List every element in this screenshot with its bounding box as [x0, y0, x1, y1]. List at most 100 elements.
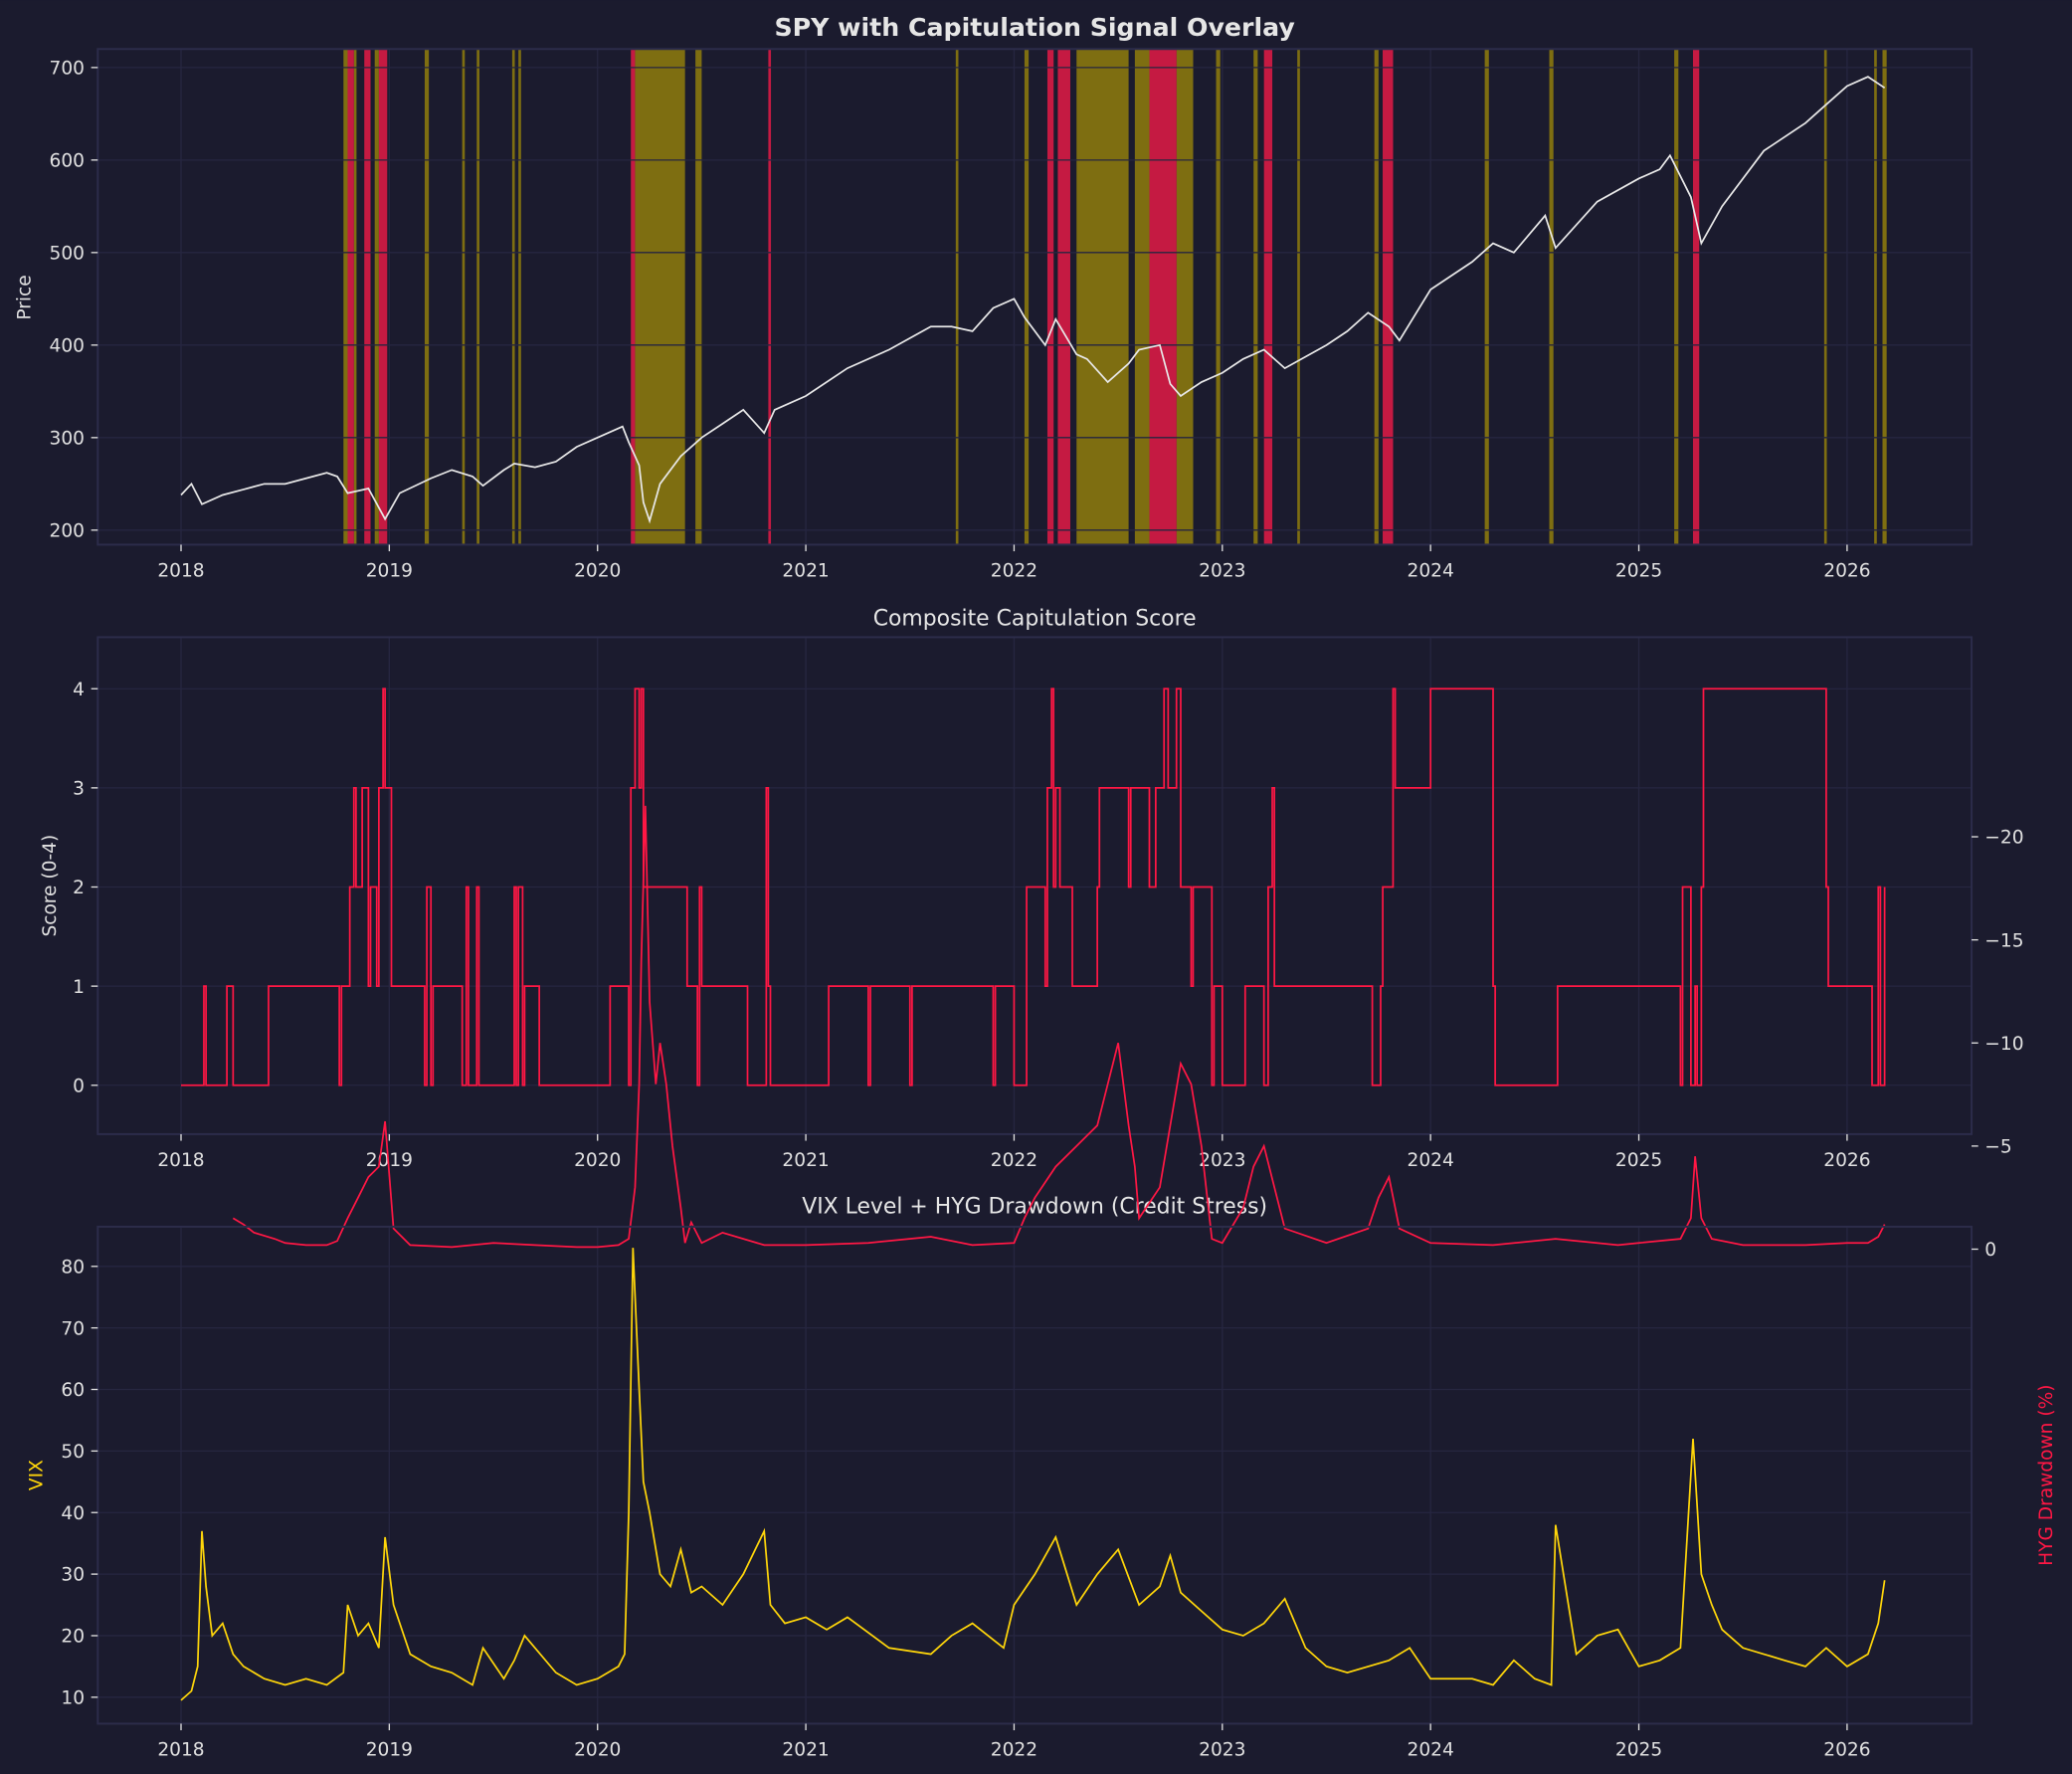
y-tick-label: 1 [73, 977, 85, 998]
y-tick-label: 600 [50, 150, 85, 171]
yellow-signal-band [476, 49, 479, 545]
red-signal-band [378, 49, 388, 545]
x-tick-label: 2023 [1199, 1150, 1245, 1171]
x-tick-label: 2024 [1408, 1739, 1454, 1760]
x-tick-label: 2026 [1823, 560, 1870, 581]
yellow-signal-band [511, 49, 515, 545]
x-tick-label: 2021 [782, 1739, 829, 1760]
yellow-signal-band [343, 49, 348, 545]
x-tick-label: 2020 [574, 1150, 621, 1171]
hyg-y-label: HYG Drawdown (%) [2036, 1384, 2057, 1565]
x-tick-label: 2026 [1823, 1739, 1870, 1760]
yellow-signal-band [1823, 49, 1827, 545]
y-tick-label: 40 [61, 1503, 85, 1524]
y-tick-label: 2 [73, 878, 85, 898]
y-right-tick-label: −10 [1984, 1034, 2023, 1055]
vix-panel: VIX Level + HYG Drawdown (Credit Stress)… [27, 805, 2057, 1760]
yellow-signal-band [695, 49, 702, 545]
red-signal-band [364, 49, 371, 545]
score-axes-frame [96, 636, 1974, 1135]
y-tick-label: 30 [61, 1565, 85, 1586]
price-y-label: Price [15, 275, 36, 319]
x-tick-label: 2025 [1615, 560, 1662, 581]
y-tick-label: 70 [61, 1318, 85, 1339]
y-tick-label: 3 [73, 779, 85, 800]
red-signal-band [1263, 49, 1273, 545]
yellow-signal-band [1874, 49, 1877, 545]
y-tick-label: 500 [50, 243, 85, 264]
x-tick-label: 2018 [157, 560, 204, 581]
y-tick-label: 4 [73, 680, 85, 700]
y-right-tick-label: 0 [1984, 1240, 1996, 1261]
spy-price-line [180, 76, 1886, 524]
red-signal-band [1046, 49, 1054, 545]
yellow-signal-band [1674, 49, 1679, 545]
yellow-signal-band [1216, 49, 1221, 545]
x-tick-label: 2022 [991, 1739, 1037, 1760]
yellow-signal-band [374, 49, 379, 545]
y-right-tick-label: −5 [1984, 1137, 2011, 1158]
yellow-signal-band [1882, 49, 1887, 545]
x-tick-label: 2019 [366, 1150, 413, 1171]
yellow-signal-band [1549, 49, 1554, 545]
score-panel-title: Composite Capitulation Score [873, 606, 1197, 631]
y-tick-label: 400 [50, 335, 85, 356]
red-signal-band [1149, 49, 1177, 545]
y-tick-label: 200 [50, 520, 85, 541]
vix-x-ticks: 2018 2019 2020 2021 2022 2023 2024 2025 2026 [157, 1723, 1871, 1760]
x-tick-label: 2025 [1615, 1739, 1662, 1760]
y-tick-label: 10 [61, 1687, 85, 1708]
score-y-ticks: 0 1 2 3 4 [73, 680, 98, 1096]
x-tick-label: 2023 [1199, 560, 1245, 581]
yellow-signal-band [1374, 49, 1379, 545]
yellow-signal-band [1253, 49, 1258, 545]
score-x-ticks: 2018 2019 2020 2021 2022 2023 2024 2025 2026 [157, 1133, 1871, 1171]
x-tick-label: 2019 [366, 560, 413, 581]
x-tick-label: 2019 [366, 1739, 413, 1760]
yellow-signal-band [518, 49, 521, 545]
yellow-signal-band [1484, 49, 1489, 545]
x-tick-label: 2024 [1408, 560, 1454, 581]
hyg-y-ticks: 0 −5 −10 −15 −20 [1972, 828, 2024, 1261]
x-tick-label: 2021 [782, 560, 829, 581]
price-panel-title: SPY with Capitulation Signal Overlay [774, 13, 1294, 42]
x-tick-label: 2023 [1199, 1739, 1245, 1760]
yellow-signal-band [1024, 49, 1030, 545]
vix-line [180, 1248, 1886, 1701]
red-signal-band [1692, 49, 1700, 545]
yellow-signal-band [462, 49, 466, 545]
yellow-signal-band [1134, 49, 1150, 545]
x-tick-label: 2018 [157, 1150, 204, 1171]
price-y-ticks: 200 300 400 500 600 700 [50, 59, 98, 541]
score-line [180, 688, 1886, 1086]
red-signal-band [768, 49, 772, 545]
y-right-tick-label: −20 [1984, 828, 2023, 849]
vix-grid [97, 1226, 1973, 1724]
x-tick-label: 2026 [1823, 1150, 1870, 1171]
yellow-signal-band [353, 49, 357, 545]
price-axes-frame [96, 48, 1974, 546]
y-tick-label: 20 [61, 1627, 85, 1648]
red-signal-band [347, 49, 354, 545]
y-tick-label: 60 [61, 1380, 85, 1401]
x-tick-label: 2025 [1615, 1150, 1662, 1171]
yellow-signal-band [955, 49, 959, 545]
y-tick-label: 300 [50, 428, 85, 449]
y-tick-label: 50 [61, 1442, 85, 1463]
red-signal-band [631, 49, 636, 545]
x-tick-label: 2021 [782, 1150, 829, 1171]
x-tick-label: 2022 [991, 1150, 1037, 1171]
x-tick-label: 2018 [157, 1739, 204, 1760]
red-signal-band [1383, 49, 1394, 545]
red-signal-band [1057, 49, 1070, 545]
price-x-ticks: 2018 2019 2020 2021 2022 2023 2024 2025 2026 [157, 544, 1871, 581]
price-grid [97, 49, 1973, 545]
yellow-signal-band [1297, 49, 1300, 545]
x-tick-label: 2020 [574, 1739, 621, 1760]
vix-y-ticks: 10 20 30 40 50 60 70 80 [61, 1257, 98, 1708]
vix-axes-frame [96, 1225, 1974, 1725]
yellow-signal-band [424, 49, 430, 545]
x-tick-label: 2022 [991, 560, 1037, 581]
y-right-tick-label: −15 [1984, 930, 2023, 951]
yellow-signal-band [1176, 49, 1194, 545]
